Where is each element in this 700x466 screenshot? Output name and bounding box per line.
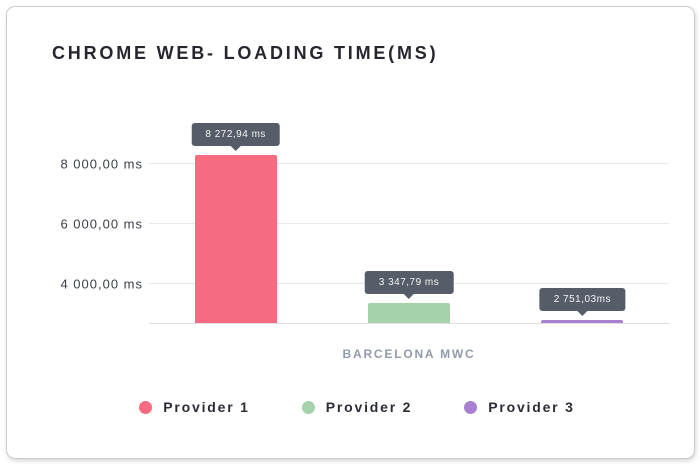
bar-provider-1[interactable] bbox=[194, 154, 277, 323]
legend-item-provider-2[interactable]: Provider 2 bbox=[301, 399, 413, 415]
bar-provider-3[interactable] bbox=[541, 320, 624, 323]
x-axis-baseline bbox=[149, 323, 669, 324]
legend-color-dot-icon bbox=[139, 400, 153, 414]
chart-title: CHROME WEB- LOADING TIME(MS) bbox=[52, 43, 439, 63]
bar-provider-2[interactable] bbox=[368, 302, 450, 323]
y-axis-tick-label: 8 000,00 ms bbox=[60, 156, 143, 172]
legend-item-provider-3[interactable]: Provider 3 bbox=[464, 399, 574, 415]
tooltip-arrow-icon bbox=[230, 145, 241, 151]
chart-legend: Provider 1 Provider 2 Provider 3 bbox=[7, 399, 700, 415]
tooltip-arrow-icon bbox=[403, 293, 414, 299]
legend-color-dot-icon bbox=[301, 400, 315, 414]
y-axis-tick-label: 6 000,00 ms bbox=[60, 216, 143, 232]
legend-label: Provider 1 bbox=[163, 399, 250, 415]
legend-item-provider-1[interactable]: Provider 1 bbox=[139, 399, 249, 415]
value-tooltip-provider-2: 3 347,79 ms bbox=[364, 270, 454, 299]
legend-label: Provider 3 bbox=[488, 399, 575, 415]
value-tooltip-provider-3: 2 751,03ms bbox=[539, 288, 625, 317]
legend-color-dot-icon bbox=[464, 400, 478, 414]
value-tooltip-provider-1: 8 272,94 ms bbox=[191, 122, 280, 151]
x-axis-category-label: BARCELONA MWC bbox=[342, 347, 476, 361]
gridline-8000 bbox=[149, 163, 669, 164]
legend-label: Provider 2 bbox=[325, 399, 413, 415]
y-axis-tick-label: 4 000,00 ms bbox=[60, 276, 143, 292]
tooltip-arrow-icon bbox=[577, 311, 588, 317]
gridline-6000 bbox=[149, 223, 669, 224]
chart-card: CHROME WEB- LOADING TIME(MS) Provider 1 P… bbox=[6, 6, 695, 459]
